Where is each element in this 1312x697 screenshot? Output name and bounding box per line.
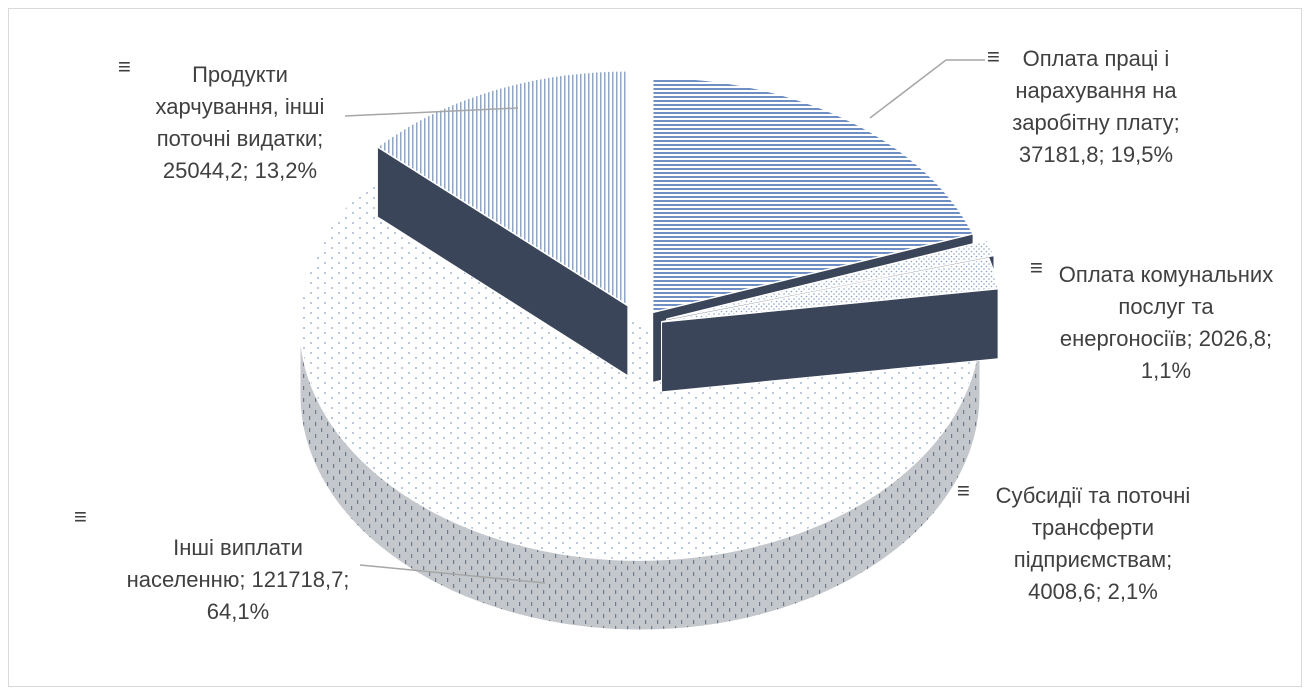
leader-lines (344, 59, 985, 584)
pie-slices (299, 70, 1000, 631)
leader-line (344, 107, 519, 117)
label-marker-icon: ≡ (118, 54, 131, 79)
data-labels: ≡ Оплата праці і нарахування на заробітну п… (74, 44, 1273, 624)
data-label: Продукти харчування, інші поточні видатки;… (156, 62, 325, 183)
label-marker-icon: ≡ (74, 504, 87, 529)
data-label: Оплата комунальних послуг та енергоносіїв;… (1059, 262, 1273, 383)
leader-line (359, 564, 546, 584)
label-marker-icon: ≡ (987, 44, 1000, 69)
label-marker-icon: ≡ (957, 478, 970, 503)
data-label: Інші виплати населенню; 121718,7; 64,1% (127, 535, 350, 624)
leader-line (869, 59, 985, 119)
pie-slice-3 (661, 257, 1000, 323)
pie-slice-1 (651, 76, 975, 314)
label-marker-icon: ≡ (1030, 255, 1043, 280)
pie-slice-2 (666, 239, 996, 320)
data-label: Оплата праці і нарахування на заробітну пл… (1012, 46, 1180, 167)
data-label: Субсидії та поточні трансферти підприємств… (996, 483, 1191, 604)
pie-slice-5 (376, 70, 629, 308)
